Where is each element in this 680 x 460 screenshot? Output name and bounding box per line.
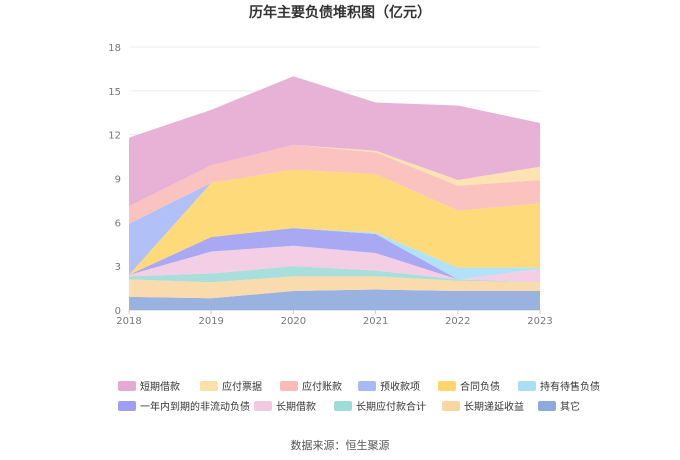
x-tick-label: 2021 — [363, 316, 388, 327]
data-source-note: 数据来源：恒生聚源 — [290, 439, 390, 452]
legend-label: 预收款项 — [380, 382, 420, 393]
x-tick-label: 2020 — [281, 316, 306, 327]
legend-label: 短期借款 — [140, 382, 180, 393]
y-tick-label: 6 — [115, 218, 121, 229]
legend-item[interactable]: 其它 — [538, 398, 580, 413]
x-tick-label: 2022 — [445, 316, 470, 327]
legend-label: 其它 — [560, 402, 580, 413]
area-series-短期借款 — [129, 76, 540, 207]
legend-swatch — [442, 400, 460, 411]
area-series-长期应付款合计 — [129, 266, 540, 283]
legend-swatch — [118, 380, 136, 391]
legend-item[interactable]: 一年内到期的非流动负债 — [118, 398, 250, 413]
legend-item[interactable]: 短期借款 — [118, 378, 180, 393]
legend-label: 长期应付款合计 — [356, 402, 426, 413]
legend-label: 应付账款 — [302, 382, 342, 393]
legend-swatch — [518, 380, 536, 391]
y-tick-label: 9 — [115, 175, 121, 186]
area-series-一年内到期的非流动负债 — [129, 228, 540, 280]
legend-swatch — [200, 380, 218, 391]
legend-swatch — [334, 400, 352, 411]
y-tick-label: 15 — [108, 87, 121, 98]
x-tick-label: 2019 — [198, 316, 223, 327]
legend-item[interactable]: 应付票据 — [200, 378, 262, 393]
area-series-合同负债 — [129, 169, 540, 275]
legend-label: 合同负债 — [460, 382, 500, 393]
legend-item[interactable]: 应付账款 — [280, 378, 342, 393]
area-series-持有待售负债 — [129, 228, 540, 280]
legend-swatch — [254, 400, 272, 411]
legend-item[interactable]: 预收款项 — [358, 378, 420, 393]
legend-label: 长期借款 — [276, 402, 316, 413]
legend-item[interactable]: 合同负债 — [438, 378, 500, 393]
legend-label: 持有待售负债 — [540, 382, 600, 393]
legend-item[interactable]: 长期递延收益 — [442, 398, 524, 413]
y-tick-label: 3 — [115, 262, 121, 273]
y-tick-label: 18 — [108, 43, 121, 54]
area-series-其它 — [129, 289, 540, 310]
legend-swatch — [538, 400, 556, 411]
chart-title: 历年主要负债堆积图（亿元） — [249, 5, 431, 21]
legend-label: 长期递延收益 — [464, 402, 524, 413]
x-tick-label: 2018 — [116, 316, 141, 327]
y-tick-label: 12 — [108, 131, 121, 142]
area-series-长期递延收益 — [129, 276, 540, 299]
legend-swatch — [358, 380, 376, 391]
legend-swatch — [438, 380, 456, 391]
legend-label: 一年内到期的非流动负债 — [140, 402, 250, 413]
legend-swatch — [118, 400, 136, 411]
legend-item[interactable]: 长期借款 — [254, 398, 316, 413]
area-series-应付账款 — [129, 144, 540, 224]
area-series-长期借款 — [129, 245, 540, 283]
legend-item[interactable]: 持有待售负债 — [518, 378, 600, 393]
legend-label: 应付票据 — [222, 382, 262, 393]
y-tick-label: 0 — [115, 306, 121, 317]
x-tick-label: 2023 — [527, 316, 552, 327]
legend-item[interactable]: 长期应付款合计 — [334, 398, 426, 413]
legend-swatch — [280, 380, 298, 391]
